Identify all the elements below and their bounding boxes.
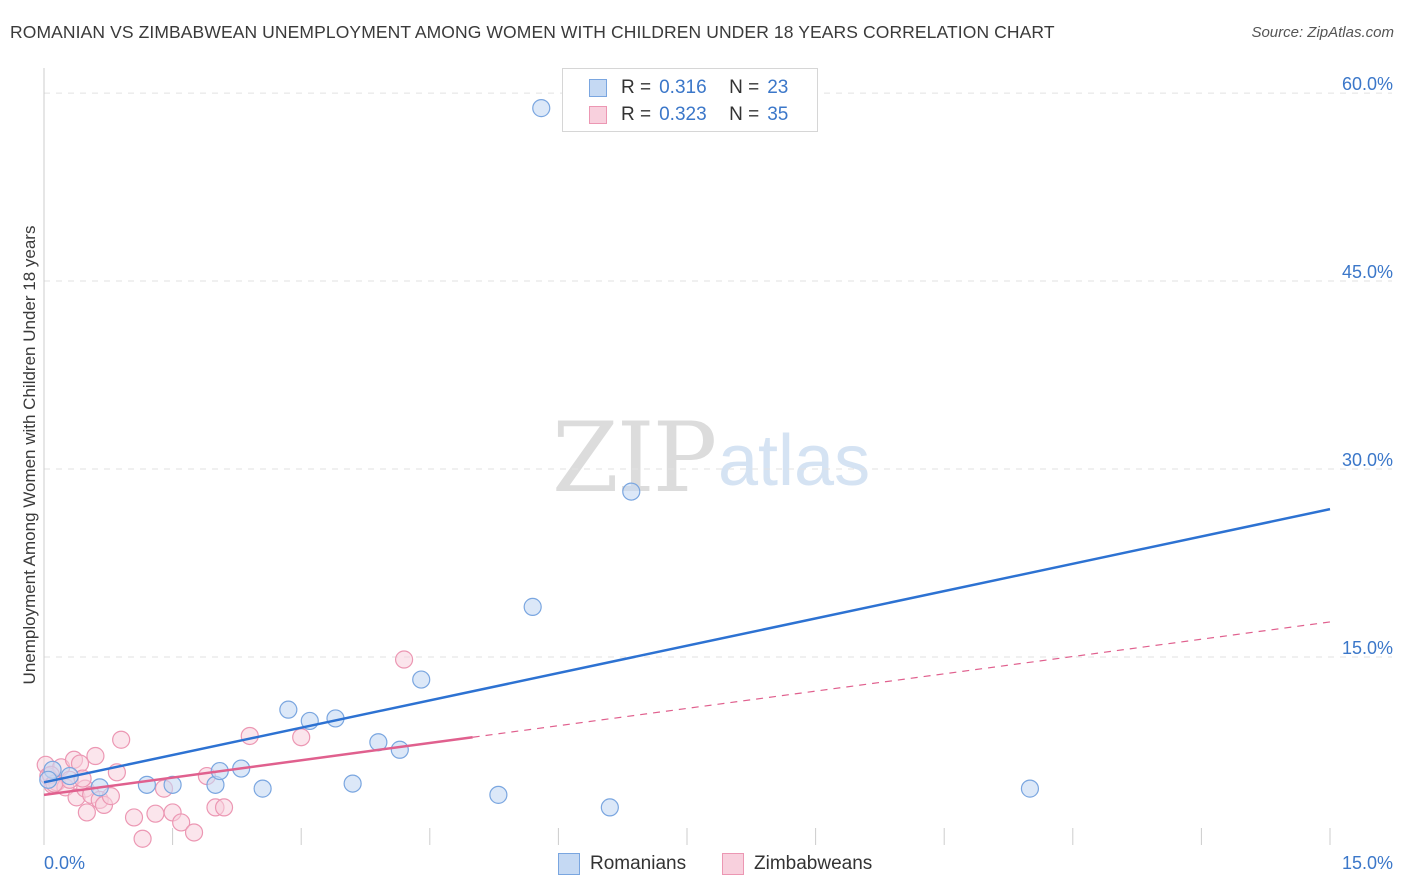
zimbabweans-point [394, 650, 414, 669]
romanians-point [412, 670, 431, 689]
romanians-point [279, 700, 298, 719]
zimbabweans-trend-extension [472, 621, 1331, 738]
zimbabweans-point [146, 804, 165, 823]
legend-row-zimbabweans: R = 0.323 N = 35 [589, 102, 788, 128]
zimbabweans-trend-line [43, 735, 473, 797]
x-tick-label: 0.0% [44, 853, 85, 873]
zimbabweans-point [214, 798, 234, 817]
legend-label-zimbabweans: Zimbabweans [754, 853, 873, 874]
r-label: R = [621, 104, 652, 125]
n-label: N = [729, 104, 760, 125]
r-label: R = [621, 77, 652, 98]
legend-row-romanians: R = 0.316 N = 23 [589, 75, 788, 101]
zimbabweans-point [112, 730, 131, 749]
romanians-point [622, 482, 641, 501]
zimbabweans-point [172, 813, 191, 832]
zimbabweans-point [86, 746, 105, 766]
zimbabweans-point [77, 803, 96, 822]
romanians-legend-swatch [558, 853, 580, 875]
zimbabweans-swatch [589, 106, 607, 124]
legend-item-zimbabweans[interactable]: Zimbabweans [722, 851, 872, 877]
source-label: Source: ZipAtlas.com [1251, 24, 1394, 41]
y-tick-label: 15.0% [1342, 638, 1393, 658]
n-label: N = [729, 77, 760, 98]
n-value: 35 [767, 104, 789, 125]
y-tick-label: 30.0% [1342, 450, 1393, 470]
zimbabweans-legend-swatch [722, 853, 744, 875]
r-value: 0.316 [659, 77, 707, 98]
romanians-point [600, 798, 619, 817]
romanians-point [523, 597, 542, 616]
romanians-point [137, 775, 156, 794]
zimbabweans-point [292, 728, 311, 747]
zimbabweans-point [133, 829, 152, 848]
romanians-swatch [589, 79, 607, 97]
romanians-point [390, 740, 409, 759]
chart-title: ROMANIAN VS ZIMBABWEAN UNEMPLOYMENT AMON… [10, 22, 1055, 42]
zimbabweans-point [184, 823, 204, 842]
correlation-legend: R = 0.316 N = 23 R = 0.323 N = 35 [562, 68, 818, 132]
zimbabweans-point [240, 726, 259, 746]
romanians-point [343, 774, 362, 793]
n-value: 23 [767, 77, 789, 98]
romanians-point [489, 785, 508, 804]
y-axis-label: Unemployment Among Women with Children U… [20, 225, 39, 685]
watermark-atlas: atlas [718, 421, 871, 501]
x-tick-label: 15.0% [1342, 853, 1393, 873]
y-tick-label: 45.0% [1342, 262, 1393, 282]
romanians-trend-line [43, 507, 1331, 784]
legend-item-romanians[interactable]: Romanians [558, 851, 686, 877]
romanians-point [1020, 779, 1040, 798]
romanians-point [532, 99, 551, 118]
zimbabweans-point [124, 808, 144, 827]
romanians-point [253, 779, 272, 798]
y-tick-label: 60.0% [1342, 74, 1393, 94]
legend-label-romanians: Romanians [590, 853, 687, 874]
r-value: 0.323 [659, 104, 707, 125]
